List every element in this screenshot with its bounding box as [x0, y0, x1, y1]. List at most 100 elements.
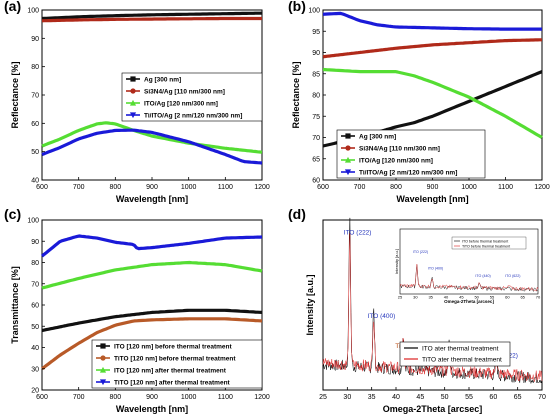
legend-swatch-marker [345, 133, 351, 139]
y-tick-label: 60 [31, 303, 39, 310]
y-axis-title: Transmittance [%] [10, 266, 20, 344]
y-tick-label: 50 [31, 324, 39, 331]
inset-y-axis-title: Intensity [a.u.] [394, 249, 399, 274]
x-tick-label: 900 [427, 184, 439, 191]
x-tick-label: 30 [343, 394, 351, 401]
panel-label: (d) [288, 206, 306, 222]
x-tick-label: 900 [146, 184, 158, 191]
x-tick-label: 25 [319, 394, 327, 401]
x-axis-title: Wavelength [nm] [396, 194, 468, 204]
y-tick-label: 100 [27, 8, 39, 15]
series-line [41, 11, 263, 21]
x-tick-label: 1000 [181, 394, 197, 401]
y-tick-label: 90 [31, 36, 39, 43]
x-axis-title: Wavelength [nm] [116, 404, 188, 414]
y-tick-label: 40 [31, 178, 39, 185]
y-tick-label: 95 [312, 29, 320, 36]
series-line [40, 234, 263, 258]
y-tick-label: 50 [31, 149, 39, 156]
legend-swatch-marker [100, 343, 106, 349]
inset-x-tick-label: 55 [490, 295, 495, 300]
inset-peak-label: ITO (400) [428, 266, 443, 270]
peak-label: ITO (222) [344, 229, 372, 236]
x-tick-label: 800 [109, 394, 121, 401]
legend-box [336, 129, 486, 179]
legend-entry: ITO ater thermal treatment [422, 345, 499, 352]
peak-label: ITO (400) [368, 313, 396, 320]
panel-label: (a) [4, 0, 21, 14]
legend-box [399, 341, 511, 367]
legend-box [91, 339, 263, 389]
panel-label: (c) [4, 206, 21, 222]
inset-peak-label: ITO (622) [505, 274, 520, 278]
inset-peak-label: ITO (222) [413, 250, 428, 254]
inset-series-line [399, 264, 539, 293]
x-tick-label: 600 [36, 184, 48, 191]
inset-x-tick-label: 50 [474, 295, 479, 300]
x-tick-label: 1100 [218, 184, 233, 191]
y-tick-label: 100 [308, 8, 320, 15]
legend-entry: TiTO [120 nm] after thermal treatment [114, 379, 231, 386]
inset-series-line [399, 264, 539, 292]
legend-swatch-marker [344, 156, 352, 163]
legend-entry: ITO [120 nm] before thermal treatment [114, 343, 232, 350]
legend-swatch-marker [130, 88, 136, 94]
y-tick-label: 75 [312, 114, 320, 121]
legend-entry: Si3N4/Ag [110 nm/300 nm] [144, 88, 225, 95]
y-tick-label: 60 [312, 178, 320, 185]
series-line [41, 260, 263, 290]
x-tick-label: 700 [354, 184, 366, 191]
inset-legend-box [451, 236, 527, 250]
x-tick-label: 600 [317, 184, 329, 191]
x-tick-label: 40 [392, 394, 400, 401]
x-tick-label: 1000 [181, 184, 197, 191]
y-tick-label: 70 [31, 93, 39, 100]
y-tick-label: 85 [312, 71, 320, 78]
inset-peak-label: ITO (440) [475, 274, 490, 278]
x-tick-label: 1200 [534, 184, 550, 191]
legend-entry: Ag [300 nm] [359, 133, 396, 140]
x-tick-label: 70 [538, 394, 546, 401]
inset-x-tick-label: 60 [505, 295, 510, 300]
legend-entry: ITO/Ag [120 nm/300 nm] [144, 100, 218, 107]
inset-x-tick-label: 35 [428, 295, 433, 300]
legend-swatch-marker [130, 76, 136, 82]
chart-panel-2: 600 700 800 900 1000 1100 1200 20 30 40 50 60 70 80 90… [4, 206, 270, 414]
y-tick-label: 40 [31, 345, 39, 352]
x-tick-label: 1100 [218, 394, 233, 401]
y-tick-label: 70 [312, 135, 320, 142]
series-line [322, 38, 542, 59]
series-line [41, 317, 263, 371]
inset-chart: ITO (222) ITO (400) ITO (440) ITO (622) 25 30… [394, 228, 541, 304]
x-tick-label: 50 [441, 394, 449, 401]
inset-x-tick-label: 45 [459, 295, 464, 300]
x-tick-label: 800 [109, 184, 121, 191]
y-tick-label: 90 [31, 239, 39, 246]
inset-x-axis-title: Omega-2Theta [arcsec] [444, 299, 494, 304]
legend-entry: ITO/Ag [120 nm/300 nm] [359, 157, 433, 164]
inset-x-tick-label: 40 [444, 295, 449, 300]
y-tick-label: 65 [312, 156, 320, 163]
x-tick-label: 1000 [461, 184, 477, 191]
legend-swatch-marker [99, 366, 107, 373]
x-tick-label: 1100 [498, 184, 513, 191]
legend-swatch-marker [344, 169, 352, 176]
series-line [322, 232, 543, 383]
legend-entry: TiTO ater thermal treatment [422, 356, 502, 363]
series-line [322, 67, 543, 139]
x-axis-title: Wavelength [nm] [116, 194, 188, 204]
x-tick-label: 700 [73, 394, 85, 401]
legend-swatch-marker [345, 145, 351, 151]
y-tick-label: 70 [31, 281, 39, 288]
legend-entry: Si3N4/Ag [110 nm/300 nm] [359, 145, 440, 152]
x-tick-label: 1200 [254, 394, 270, 401]
x-tick-label: 55 [465, 394, 473, 401]
y-tick-label: 90 [312, 50, 320, 57]
x-tick-label: 800 [390, 184, 402, 191]
x-tick-label: 65 [514, 394, 522, 401]
x-tick-label: 1200 [254, 184, 270, 191]
series-line [322, 11, 542, 31]
y-tick-label: 60 [31, 121, 39, 128]
chart-panel-0: 600 700 800 900 1000 1100 1200 40 50 60 70 80 90 100 W… [4, 0, 270, 204]
